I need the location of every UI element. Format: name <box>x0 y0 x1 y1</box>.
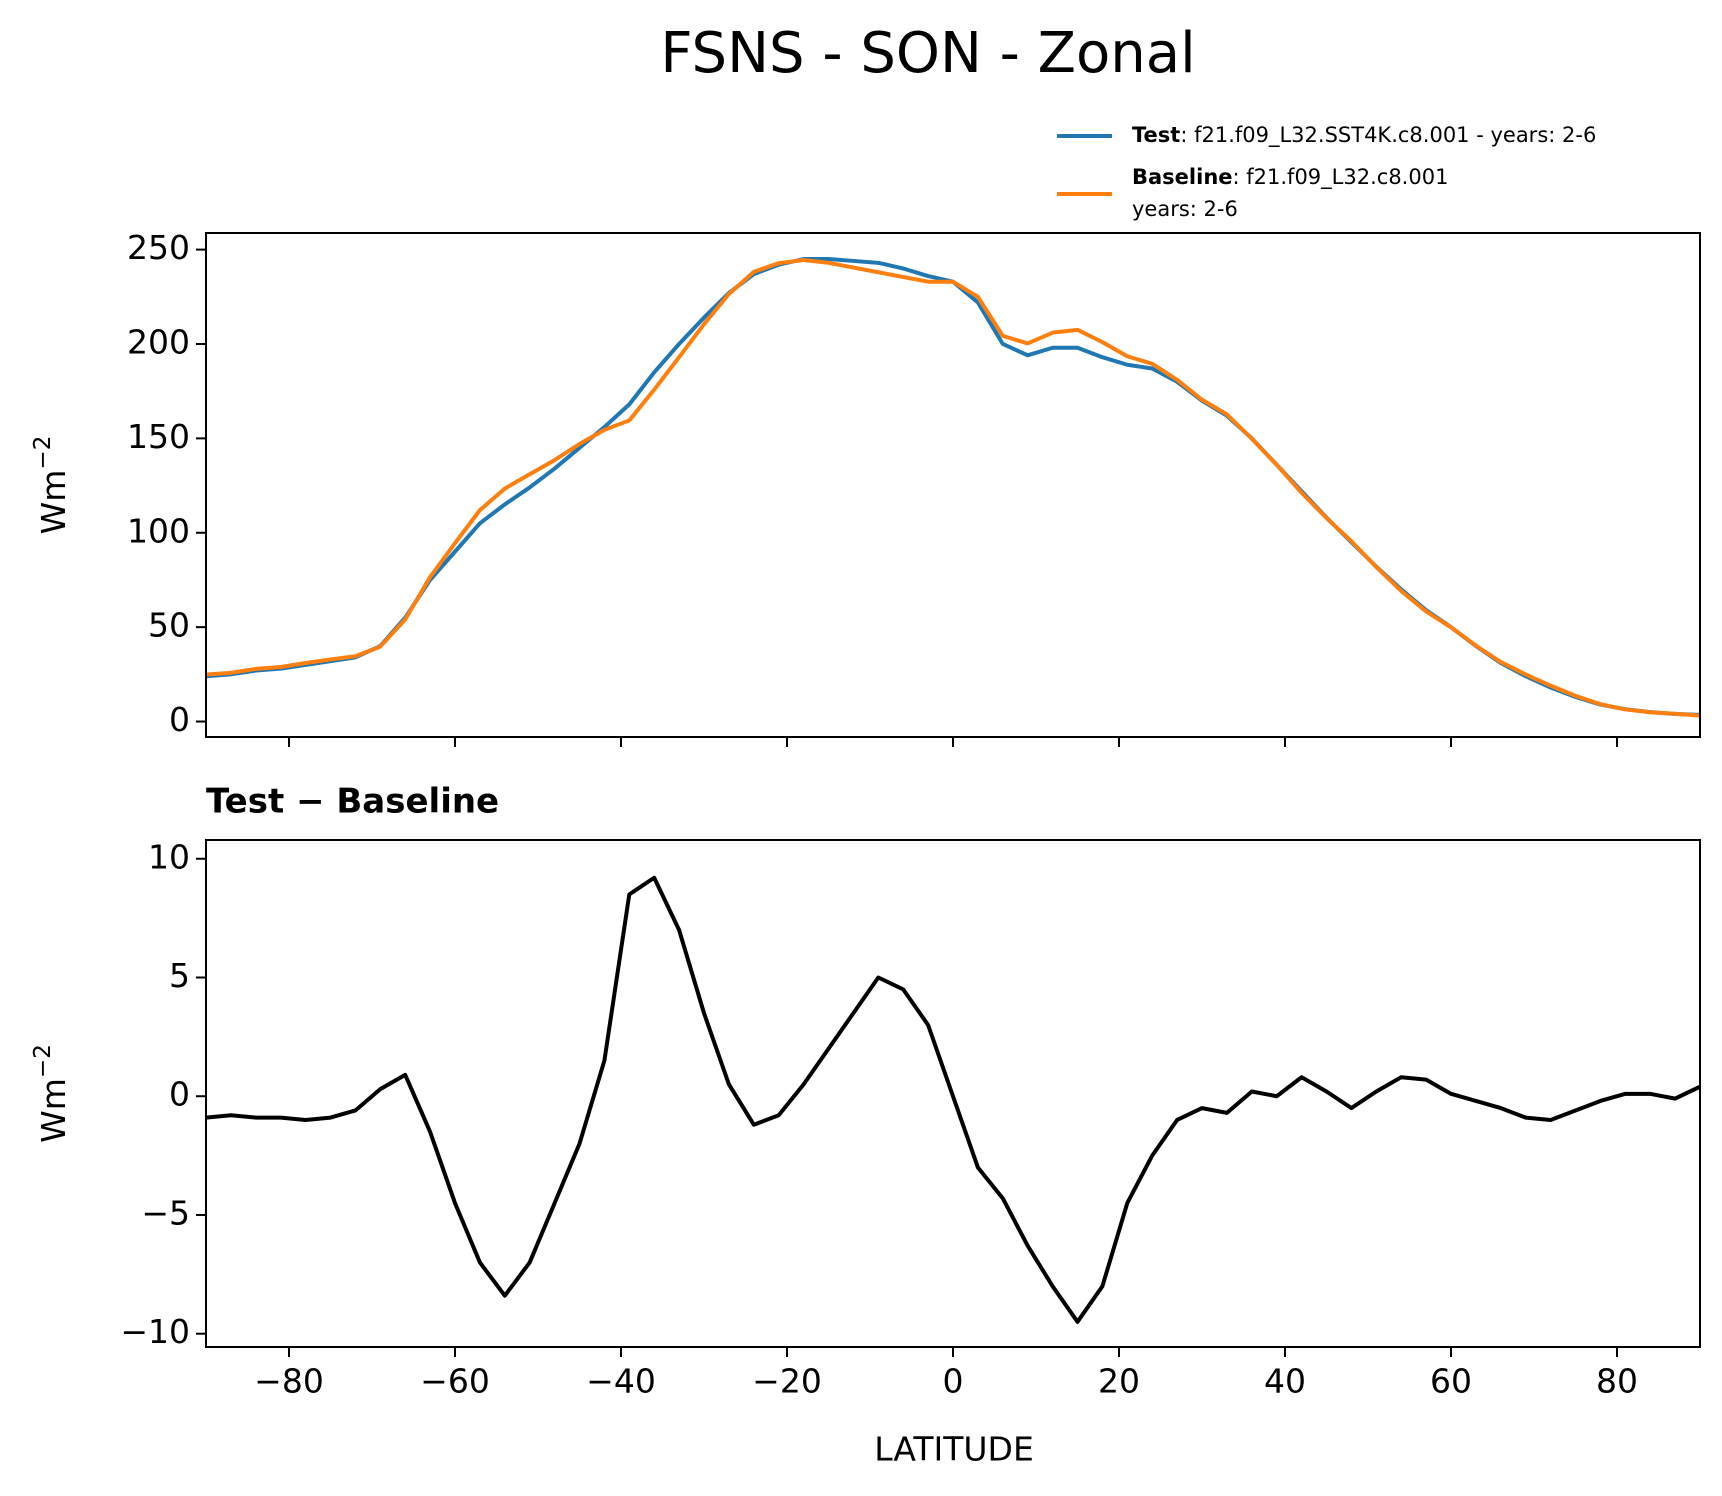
axes-frame <box>205 839 1701 1348</box>
y-label-base: Wm <box>34 1078 73 1143</box>
x-tick-label: 0 <box>943 1362 964 1401</box>
x-tick-label: 80 <box>1596 1362 1638 1401</box>
legend-entry: Test: f21.f09_L32.SST4K.c8.001 - years: … <box>1132 123 1596 148</box>
y-label-sup: −2 <box>30 436 56 470</box>
series-line <box>206 875 1700 1324</box>
chart-title: FSNS - SON - Zonal <box>660 21 1195 86</box>
y-axis-label: Wm−2 <box>30 436 73 535</box>
y-axis-label: Wm−2 <box>30 1044 73 1143</box>
legend-desc: : f21.f09_L32.SST4K.c8.001 - years: 2-6 <box>1180 123 1596 148</box>
y-tick-label: −10 <box>120 1312 190 1351</box>
x-tick-label: −80 <box>254 1362 324 1401</box>
y-tick-label: 250 <box>127 228 190 267</box>
x-tick-label: 40 <box>1264 1362 1306 1401</box>
x-tick-label: −20 <box>752 1362 822 1401</box>
x-tick-label: −60 <box>420 1362 490 1401</box>
y-label-sup: −2 <box>30 1044 56 1078</box>
legend-entry: Baseline: f21.f09_L32.c8.001 <box>1132 165 1448 190</box>
y-tick-label: 50 <box>148 606 190 645</box>
series-line <box>206 257 1700 718</box>
y-tick-label: 150 <box>127 417 190 456</box>
y-tick-label: 200 <box>127 322 190 361</box>
y-tick-label: −5 <box>141 1193 190 1232</box>
y-label-base: Wm <box>34 470 73 535</box>
legend-name: Test <box>1132 123 1180 147</box>
y-tick-label: 5 <box>169 956 190 995</box>
legend-desc: : f21.f09_L32.c8.001 <box>1233 165 1449 190</box>
y-tick-label: 0 <box>169 700 190 739</box>
x-tick-label: 60 <box>1430 1362 1472 1401</box>
y-tick-label: 0 <box>169 1075 190 1114</box>
y-tick-label: 100 <box>127 511 190 550</box>
y-tick-label: 10 <box>148 837 190 876</box>
subplot-title: Test − Baseline <box>206 782 499 822</box>
axes-frame <box>205 232 1701 738</box>
x-tick-label: 20 <box>1098 1362 1140 1401</box>
x-axis-label: LATITUDE <box>874 1430 1034 1469</box>
legend-name: Baseline <box>1132 165 1233 189</box>
x-tick-label: −40 <box>586 1362 656 1401</box>
legend-desc-line: years: 2-6 <box>1132 197 1238 221</box>
